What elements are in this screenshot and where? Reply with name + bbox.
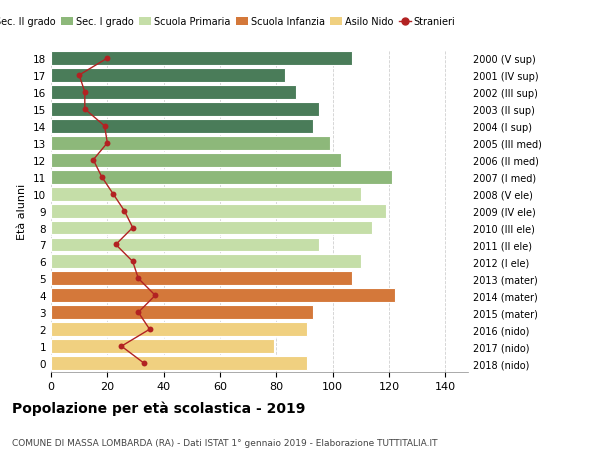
Point: [97, 174, 107, 181]
Bar: [51, 170, 392, 184]
Text: COMUNE DI MASSA LOMBARDA (RA) - Dati ISTAT 1° gennaio 2019 - Elaborazione TUTTIT: COMUNE DI MASSA LOMBARDA (RA) - Dati IST…: [12, 438, 437, 448]
Bar: [51, 255, 361, 269]
Bar: [51, 306, 313, 319]
Point: [80, 106, 89, 113]
Bar: [51, 238, 319, 252]
Bar: [51, 103, 319, 117]
Bar: [51, 356, 307, 370]
Point: [88, 157, 98, 164]
Bar: [51, 52, 352, 66]
Point: [100, 123, 109, 130]
Bar: [51, 221, 372, 235]
Bar: [51, 69, 285, 83]
Bar: [51, 187, 361, 201]
Legend: Sec. II grado, Sec. I grado, Scuola Primaria, Scuola Infanzia, Asilo Nido, Stran: Sec. II grado, Sec. I grado, Scuola Prim…: [0, 14, 460, 31]
Bar: [51, 137, 330, 151]
Bar: [51, 323, 307, 336]
Bar: [51, 340, 274, 353]
Point: [128, 224, 137, 232]
Bar: [51, 153, 341, 168]
Y-axis label: Età alunni: Età alunni: [17, 183, 28, 239]
Point: [134, 309, 143, 316]
Text: Popolazione per età scolastica - 2019: Popolazione per età scolastica - 2019: [12, 401, 305, 415]
Bar: [51, 272, 352, 285]
Point: [145, 326, 154, 333]
Point: [80, 89, 89, 96]
Point: [116, 343, 126, 350]
Point: [128, 258, 137, 266]
Point: [103, 140, 112, 147]
Point: [103, 55, 112, 62]
Point: [74, 72, 84, 79]
Bar: [51, 120, 313, 134]
Point: [134, 275, 143, 282]
Bar: [51, 86, 296, 100]
Point: [151, 292, 160, 299]
Bar: [51, 204, 386, 218]
Bar: [51, 289, 395, 302]
Point: [139, 360, 149, 367]
Point: [119, 207, 129, 215]
Point: [108, 190, 118, 198]
Point: [111, 241, 121, 249]
